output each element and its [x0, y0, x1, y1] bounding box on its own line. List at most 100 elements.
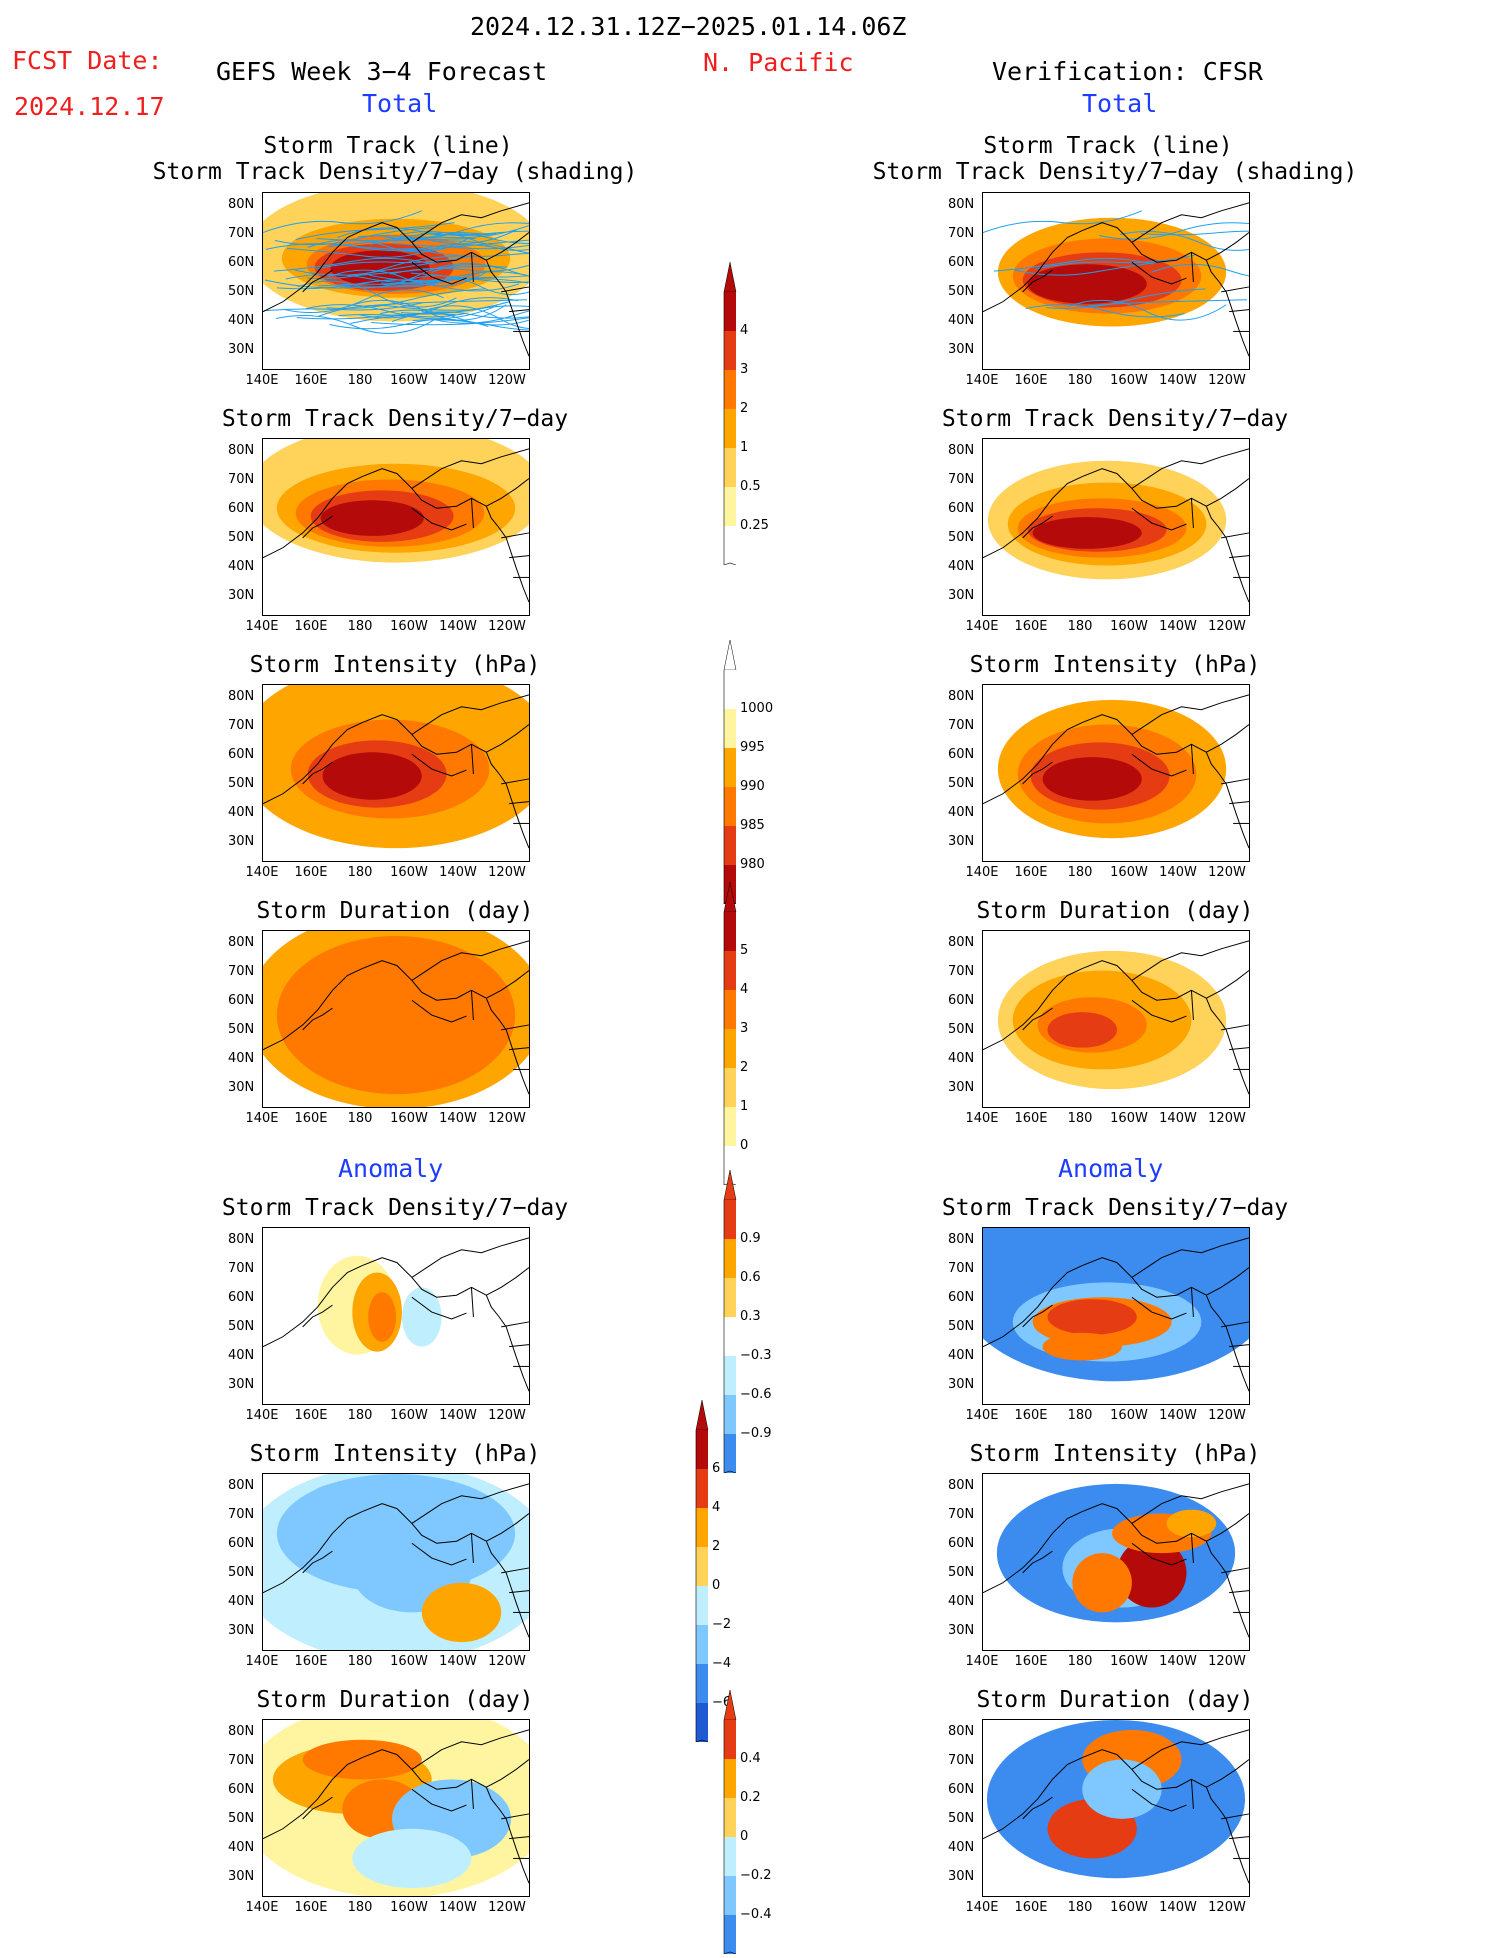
- colorbar-label: 2: [740, 401, 749, 416]
- lon-tick-label: 160E: [1014, 1654, 1048, 1669]
- colorbar-label: 985: [740, 818, 765, 833]
- lat-tick-label: 30N: [948, 834, 975, 849]
- colorbar-label: −0.9: [740, 1426, 772, 1441]
- lat-tick-label: 80N: [228, 935, 255, 950]
- lat-tick-label: 30N: [948, 342, 975, 357]
- panel-title-intensity-right: Storm Intensity (hPa): [969, 652, 1261, 678]
- lat-tick-label: 70N: [948, 1261, 975, 1276]
- lon-tick-label: 160E: [1014, 1900, 1048, 1915]
- panel-title-duration-left: Storm Duration (day): [256, 898, 534, 924]
- lat-tick-label: 80N: [948, 1232, 975, 1247]
- map-density-left: [262, 438, 530, 616]
- lat-tick-label: 60N: [948, 747, 975, 762]
- lon-tick-label: 140E: [965, 1111, 999, 1126]
- colorbar-duration-anom: 0.4 0.2 0 −0.2 −0.4: [718, 1689, 798, 1958]
- lon-tick-label: 120W: [1208, 619, 1246, 634]
- lon-tick-label: 180: [1067, 865, 1093, 880]
- colorbar-density-total: 4 3 2 1 0.5 0.25: [718, 261, 798, 569]
- lon-tick-label: 160E: [1014, 865, 1048, 880]
- lat-tick-label: 50N: [228, 1811, 255, 1826]
- lon-tick-label: 180: [1067, 1408, 1093, 1423]
- panel-title-intensity-left: Storm Intensity (hPa): [249, 652, 541, 678]
- lat-tick-label: 60N: [948, 1782, 975, 1797]
- lon-tick-label: 160E: [1014, 1111, 1048, 1126]
- colorbar-duration-total: 5 4 3 2 1 0: [718, 881, 798, 1189]
- lat-tick-label: 80N: [228, 197, 255, 212]
- colorbar-label: 0: [740, 1829, 749, 1844]
- lat-tick-label: 40N: [228, 1594, 255, 1609]
- colorbar-intensity-total: 1000 995 990 985 980: [718, 639, 798, 908]
- lon-tick-label: 180: [1067, 1900, 1093, 1915]
- lat-tick-label: 40N: [228, 1840, 255, 1855]
- lat-tick-label: 60N: [228, 993, 255, 1008]
- lon-tick-label: 120W: [1208, 865, 1246, 880]
- lat-tick-label: 50N: [948, 284, 975, 299]
- colorbar-intensity-anom: 6 4 2 0 −2 −4 −6: [690, 1399, 770, 1746]
- panel-title-intensity-anom-right: Storm Intensity (hPa): [969, 1441, 1261, 1467]
- colorbar-label: 4: [712, 1500, 721, 1515]
- lon-tick-label: 140W: [1159, 1111, 1197, 1126]
- total-left-label: Total: [362, 89, 438, 118]
- panel-title-track-line-left: Storm Track (line): [263, 133, 513, 159]
- lon-tick-label: 140W: [1159, 373, 1197, 388]
- lon-tick-label: 160W: [390, 1111, 428, 1126]
- colorbar-label: 995: [740, 740, 765, 755]
- lat-tick-label: 70N: [948, 1507, 975, 1522]
- lat-tick-label: 50N: [948, 776, 975, 791]
- lat-tick-label: 30N: [228, 588, 255, 603]
- lon-tick-label: 140E: [245, 1654, 279, 1669]
- lon-tick-label: 160W: [1110, 619, 1148, 634]
- lat-tick-label: 50N: [948, 1319, 975, 1334]
- lat-tick-label: 80N: [948, 197, 975, 212]
- lon-tick-label: 140E: [965, 1654, 999, 1669]
- lat-tick-label: 70N: [948, 964, 975, 979]
- lat-tick-label: 60N: [948, 993, 975, 1008]
- lat-tick-label: 60N: [228, 255, 255, 270]
- lon-tick-label: 120W: [488, 1900, 526, 1915]
- colorbar-label: 0.25: [740, 518, 769, 533]
- lat-tick-label: 50N: [948, 1811, 975, 1826]
- lat-tick-label: 50N: [948, 1022, 975, 1037]
- lon-tick-label: 140E: [965, 1900, 999, 1915]
- panel-title-density-anom-right: Storm Track Density/7−day: [941, 1195, 1289, 1221]
- lat-tick-label: 70N: [228, 1507, 255, 1522]
- lon-tick-label: 180: [347, 1654, 373, 1669]
- lat-tick-label: 50N: [948, 530, 975, 545]
- lat-tick-label: 30N: [228, 1869, 255, 1884]
- anomaly-left-label: Anomaly: [338, 1154, 444, 1183]
- colorbar-label: 5: [740, 943, 749, 958]
- lon-tick-label: 120W: [1208, 1408, 1246, 1423]
- anomaly-right-label: Anomaly: [1058, 1154, 1164, 1183]
- left-title: GEFS Week 3−4 Forecast: [216, 57, 548, 86]
- colorbar-label: 0.3: [740, 1309, 761, 1324]
- lat-tick-label: 30N: [228, 1623, 255, 1638]
- lat-tick-label: 50N: [228, 1022, 255, 1037]
- lat-tick-label: 30N: [228, 342, 255, 357]
- lat-tick-label: 70N: [228, 1261, 255, 1276]
- lat-tick-label: 80N: [228, 689, 255, 704]
- colorbar-label: 0.4: [740, 1751, 761, 1766]
- colorbar-label: −0.6: [740, 1387, 772, 1402]
- lon-tick-label: 140W: [439, 1654, 477, 1669]
- colorbar-label: 3: [740, 362, 749, 377]
- lat-tick-label: 80N: [948, 1478, 975, 1493]
- lat-tick-label: 70N: [228, 718, 255, 733]
- fcst-label: FCST Date:: [12, 46, 163, 75]
- lat-tick-label: 60N: [948, 1536, 975, 1551]
- panel-title-track-line-right: Storm Track (line): [983, 133, 1233, 159]
- lon-tick-label: 160W: [390, 373, 428, 388]
- colorbar-label: 4: [740, 323, 749, 338]
- panel-title-track-shading-left: Storm Track Density/7−day (shading): [152, 159, 638, 185]
- colorbar-label: 0.6: [740, 1270, 761, 1285]
- lon-tick-label: 140W: [439, 619, 477, 634]
- lat-tick-label: 60N: [228, 501, 255, 516]
- lon-tick-label: 120W: [488, 1408, 526, 1423]
- colorbar-label: −6: [712, 1695, 732, 1710]
- lat-tick-label: 60N: [228, 747, 255, 762]
- lon-tick-label: 140W: [1159, 619, 1197, 634]
- lon-tick-label: 140E: [965, 619, 999, 634]
- lon-tick-label: 140W: [1159, 865, 1197, 880]
- lon-tick-label: 160W: [1110, 1111, 1148, 1126]
- lon-tick-label: 180: [347, 1111, 373, 1126]
- lon-tick-label: 180: [347, 1408, 373, 1423]
